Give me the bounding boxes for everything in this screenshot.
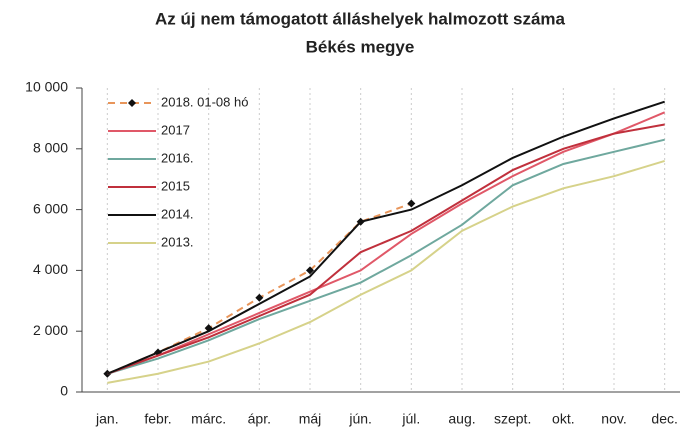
legend-label: 2018. 01-08 hó: [161, 94, 248, 109]
chart-subtitle: Békés megye: [306, 37, 415, 56]
x-tick-label: máj: [299, 411, 322, 427]
point: [255, 293, 264, 302]
legend-label: 2016.: [161, 150, 194, 165]
legend-label: 2015: [161, 178, 190, 193]
x-tick-label: jún.: [348, 411, 372, 427]
legend-label: 2013.: [161, 234, 194, 249]
point: [407, 199, 416, 208]
x-tick-label: febr.: [144, 411, 171, 427]
y-tick-label: 8 000: [33, 140, 68, 156]
series-line: [106, 100, 665, 375]
series-line: [107, 160, 665, 384]
point: [306, 266, 314, 275]
x-tick-label: szept.: [494, 411, 531, 427]
series-line: [107, 138, 665, 375]
y-tick-label: 2 000: [33, 322, 68, 338]
series-line: [106, 123, 665, 375]
x-tick-label: ápr.: [248, 411, 271, 427]
chart-title: Az új nem támogatott álláshelyek halmozo…: [155, 9, 566, 28]
series-line: [106, 111, 666, 375]
x-tick-label: márc.: [191, 411, 226, 427]
legend-label: 2014.: [161, 206, 194, 221]
y-tick-label: 0: [60, 383, 68, 399]
x-tick-label: aug.: [448, 411, 475, 427]
y-tick-label: 10 000: [25, 79, 68, 95]
x-tick-label: jan.: [95, 411, 119, 427]
legend-label: 2017: [161, 122, 190, 137]
x-tick-label: júl.: [401, 411, 420, 427]
y-tick-label: 6 000: [33, 200, 68, 216]
legend-marker: [128, 99, 136, 107]
x-tick-label: okt.: [552, 411, 575, 427]
x-tick-label: nov.: [601, 411, 626, 427]
y-tick-label: 4 000: [33, 261, 68, 277]
x-tick-label: dec.: [651, 411, 677, 427]
